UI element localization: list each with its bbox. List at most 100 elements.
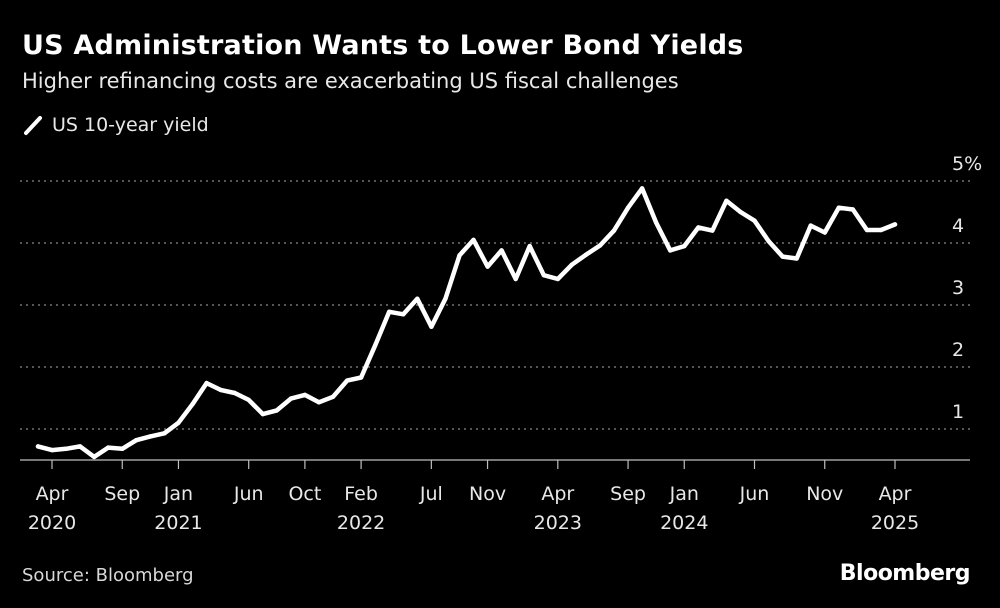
- data-point: [415, 296, 420, 301]
- x-tick-year-label: 2022: [337, 512, 385, 534]
- data-point: [401, 312, 406, 317]
- data-point: [527, 243, 532, 249]
- data-point: [668, 248, 673, 253]
- data-point: [653, 220, 659, 225]
- data-point: [555, 276, 560, 282]
- x-tick-label: Jul: [419, 483, 443, 505]
- data-point: [836, 205, 841, 210]
- data-point: [710, 228, 715, 233]
- data-point: [77, 444, 83, 449]
- data-point: [288, 396, 294, 401]
- data-point: [864, 227, 870, 233]
- grid-lines: [20, 180, 970, 430]
- chart-title: US Administration Wants to Lower Bond Yi…: [22, 30, 744, 61]
- data-point: [358, 375, 364, 380]
- axis-labels: 5% 4 3 2 1 Apr 2020 Sep Jan 2021 Jun Oct Feb 2022 Jul N…: [28, 153, 982, 534]
- data-point: [63, 446, 69, 451]
- data-point: [35, 444, 41, 449]
- data-point: [344, 378, 350, 383]
- x-tick-year-label: 2021: [154, 512, 202, 534]
- data-point: [443, 296, 448, 301]
- x-tick-year-label: 2020: [28, 512, 76, 534]
- y-tick-label: 1: [952, 401, 964, 423]
- series-layer: [35, 186, 898, 460]
- data-point: [724, 198, 729, 203]
- data-point: [794, 256, 799, 261]
- data-point: [134, 438, 139, 443]
- data-point: [583, 252, 589, 257]
- data-point: [176, 420, 181, 425]
- data-point: [780, 254, 785, 259]
- data-point: [162, 431, 167, 436]
- data-point: [246, 397, 251, 403]
- y-tick-label: 2: [952, 339, 964, 361]
- x-tick-label: Jun: [233, 483, 264, 505]
- data-point: [850, 207, 856, 212]
- x-tick-label: Oct: [288, 483, 321, 505]
- x-tick-label: Apr: [879, 483, 912, 505]
- data-point: [513, 276, 518, 282]
- x-tick-label: Jun: [739, 483, 770, 505]
- data-point: [148, 434, 153, 439]
- data-point: [625, 205, 631, 210]
- data-point: [330, 394, 336, 399]
- legend-label: US 10-year yield: [52, 114, 209, 136]
- data-point: [92, 454, 97, 460]
- source-note: Source: Bloomberg: [22, 565, 194, 586]
- data-point: [892, 222, 898, 227]
- data-point: [316, 400, 322, 405]
- y-tick-label: 4: [952, 215, 964, 237]
- data-point: [611, 228, 617, 233]
- x-tick-label: Sep: [610, 483, 646, 505]
- data-point: [471, 237, 476, 243]
- data-point: [499, 248, 504, 253]
- chart-subtitle: Higher refinancing costs are exacerbatin…: [22, 69, 679, 93]
- data-point: [373, 343, 378, 348]
- data-point: [457, 253, 462, 258]
- x-tick-year-label: 2024: [660, 512, 708, 534]
- data-point: [682, 243, 687, 249]
- data-point: [302, 392, 308, 398]
- data-point: [190, 402, 195, 407]
- x-tick-year-label: 2025: [871, 512, 919, 534]
- data-point: [218, 387, 223, 393]
- data-point: [822, 230, 827, 235]
- x-axis: [20, 459, 970, 469]
- data-point: [260, 411, 265, 417]
- y-tick-label: 5%: [952, 153, 982, 175]
- x-tick-label: Jan: [163, 483, 193, 505]
- x-tick-label: Jan: [669, 483, 699, 505]
- data-point: [274, 408, 279, 413]
- legend-line-icon: [24, 116, 42, 135]
- data-point: [541, 273, 546, 278]
- x-tick-label: Apr: [541, 483, 574, 505]
- x-tick-label: Nov: [806, 483, 843, 505]
- bloomberg-logo: Bloomberg: [839, 561, 971, 586]
- x-tick-label: Sep: [104, 483, 140, 505]
- data-point: [639, 186, 645, 191]
- data-point: [569, 262, 575, 267]
- data-point: [49, 447, 55, 453]
- data-point: [597, 243, 603, 248]
- data-point: [204, 380, 209, 386]
- x-tick-label: Feb: [344, 483, 378, 505]
- data-point: [429, 324, 434, 329]
- data-point: [387, 309, 392, 314]
- x-tick-label: Apr: [36, 483, 69, 505]
- x-tick-label: Nov: [469, 483, 506, 505]
- data-point: [738, 209, 743, 215]
- data-point: [766, 238, 771, 244]
- series-line-us-10-year-yield: [35, 186, 898, 460]
- data-point: [696, 225, 701, 230]
- y-tick-label: 3: [952, 277, 964, 299]
- data-point: [120, 446, 125, 451]
- data-point: [106, 445, 111, 450]
- data-point: [232, 390, 237, 396]
- legend: US 10-year yield: [22, 114, 209, 136]
- data-point: [752, 218, 757, 223]
- x-tick-year-label: 2023: [534, 512, 582, 534]
- data-point: [878, 227, 884, 233]
- data-point: [485, 264, 490, 269]
- data-point: [808, 223, 813, 228]
